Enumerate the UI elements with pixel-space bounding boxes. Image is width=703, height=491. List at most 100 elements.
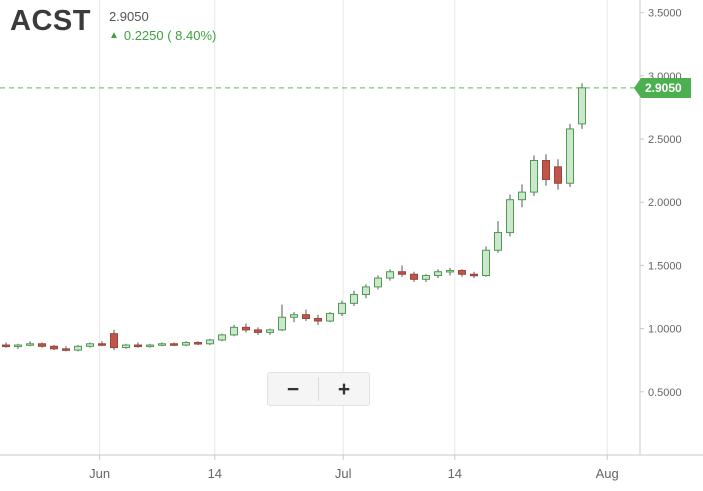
candle	[194, 341, 202, 346]
candle-body-down	[110, 333, 118, 349]
last-price: 2.9050	[108, 9, 149, 24]
candle	[422, 274, 430, 282]
candle	[314, 314, 322, 325]
candle-body-up	[74, 345, 82, 351]
candle-body-up	[446, 269, 454, 273]
candle-body-up	[206, 339, 214, 345]
candle-body-down	[470, 273, 478, 277]
candle	[110, 329, 118, 351]
candle-body-up	[230, 326, 238, 336]
candle	[482, 246, 490, 277]
x-axis-label: 14	[208, 466, 222, 481]
candle-body-up	[566, 128, 574, 184]
candle	[254, 327, 262, 335]
zoom-in-button[interactable]: +	[319, 373, 369, 405]
candle-body-down	[254, 329, 262, 333]
zoom-out-button[interactable]: −	[268, 373, 318, 405]
zoom-divider	[318, 377, 319, 401]
candle	[122, 343, 130, 349]
candle-body-up	[278, 316, 286, 331]
last-price-tag: 2.9050	[634, 78, 691, 98]
candle	[62, 346, 70, 352]
candle	[182, 341, 190, 347]
candle-body-up	[362, 286, 370, 295]
candle	[494, 221, 502, 253]
candle-body-down	[314, 318, 322, 322]
candle-body-down	[50, 345, 58, 350]
candle-body-down	[398, 271, 406, 275]
candle	[266, 328, 274, 335]
y-axis-label: 0.5000	[648, 387, 682, 399]
candle-body-down	[542, 160, 550, 180]
candle	[506, 194, 514, 237]
y-axis-label: 2.0000	[648, 197, 682, 209]
candle	[362, 284, 370, 299]
candle-body-up	[218, 334, 226, 341]
candle	[218, 333, 226, 342]
candle-body-up	[494, 232, 502, 251]
candle-body-down	[458, 269, 466, 275]
candle	[446, 267, 454, 276]
y-axis-label: 3.5000	[648, 8, 682, 20]
candle	[170, 342, 178, 347]
candle	[518, 184, 526, 208]
candle	[38, 342, 46, 348]
candle-body-up	[578, 87, 586, 125]
candle-body-down	[410, 273, 418, 280]
candle-body-up	[326, 312, 334, 322]
candle-body-up	[350, 293, 358, 304]
price-tag-pointer	[634, 78, 641, 98]
candle	[350, 290, 358, 306]
candle	[86, 342, 94, 348]
candle	[74, 345, 82, 352]
candle	[398, 265, 406, 277]
candle-body-up	[86, 343, 94, 347]
candle	[242, 323, 250, 333]
zoom-controls: − +	[267, 372, 370, 406]
candle	[566, 123, 574, 188]
candle	[386, 269, 394, 281]
candle	[434, 269, 442, 279]
candle-body-up	[26, 343, 34, 346]
candle-body-up	[530, 160, 538, 193]
candle-body-down	[170, 343, 178, 346]
symbol-header: ACST 2.9050 ▲ 0.2250 ( 8.40%)	[10, 6, 216, 43]
candle-body-up	[146, 344, 154, 348]
ticker-symbol: ACST	[10, 5, 91, 37]
candle-body-up	[422, 275, 430, 280]
candle	[530, 155, 538, 196]
candle-body-down	[38, 343, 46, 347]
candle	[470, 271, 478, 279]
candle	[410, 271, 418, 282]
candle-body-up	[290, 314, 298, 318]
candle-body-down	[2, 344, 10, 348]
candle-body-up	[386, 271, 394, 279]
candle-body-down	[194, 342, 202, 345]
up-arrow-icon: ▲	[108, 29, 119, 41]
price-tag-label: 2.9050	[641, 78, 691, 98]
quote-block: 2.9050 ▲ 0.2250 ( 8.40%)	[109, 6, 216, 43]
candle-body-down	[98, 343, 106, 346]
candle	[554, 159, 562, 190]
candle-body-up	[434, 271, 442, 277]
x-axis-label: Jul	[335, 466, 352, 481]
candle	[230, 324, 238, 337]
candle-body-up	[338, 302, 346, 314]
candle-body-up	[122, 344, 130, 349]
candle-body-down	[302, 314, 310, 320]
candle-body-up	[374, 277, 382, 288]
price-change: ▲ 0.2250 ( 8.40%)	[109, 28, 216, 43]
candle	[302, 309, 310, 322]
x-axis-label: Aug	[596, 466, 619, 481]
candle	[26, 341, 34, 347]
candle	[134, 342, 142, 348]
y-axis-label: 1.5000	[648, 260, 682, 272]
x-axis-label: 14	[448, 466, 462, 481]
candle	[146, 343, 154, 348]
candle	[14, 343, 22, 349]
candle	[50, 345, 58, 351]
candle	[458, 269, 466, 277]
candle-body-up	[506, 199, 514, 234]
